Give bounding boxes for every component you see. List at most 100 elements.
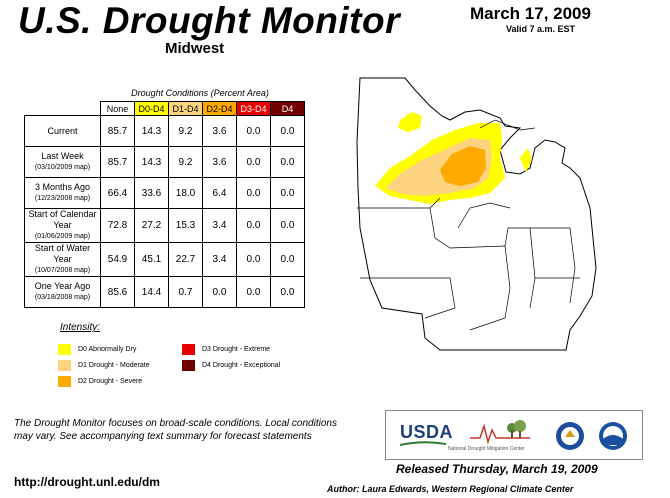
table-cell: 22.7 xyxy=(168,242,203,277)
table-cell: 45.1 xyxy=(134,242,169,277)
legend-label-d1: D1 Drought - Moderate xyxy=(78,362,150,369)
ndmc-logo-icon xyxy=(470,420,530,445)
drought-conditions-table: None D0-D4 D1-D4 D2-D4 D3-D4 D4 Current 8… xyxy=(24,101,305,308)
map-title: U.S. Drought Monitor xyxy=(18,0,400,41)
table-cell: 54.9 xyxy=(100,242,135,277)
legend-item-d4: D4 Drought - Exceptional xyxy=(182,360,280,371)
table-cell: 15.3 xyxy=(168,208,203,243)
row-label-date: (03/18/2008 map) xyxy=(34,294,91,301)
table-cell: 33.6 xyxy=(134,177,169,209)
legend-swatch-d1 xyxy=(58,360,71,371)
legend-item-d0: D0 Abnormally Dry xyxy=(58,344,136,355)
region-name: Midwest xyxy=(165,40,225,57)
row-label: Start of Water Year (10/07/2008 map) xyxy=(24,242,101,277)
table-cell: 9.2 xyxy=(168,146,203,178)
usda-swoosh-icon xyxy=(400,441,446,446)
legend-label-d0: D0 Abnormally Dry xyxy=(78,346,137,353)
drought-area-d0-top xyxy=(398,112,422,132)
table-cell: 0.0 xyxy=(270,242,305,277)
table-header-row: None D0-D4 D1-D4 D2-D4 D3-D4 D4 xyxy=(25,101,305,116)
table-cell: 3.4 xyxy=(202,208,237,243)
table-cell: 0.0 xyxy=(236,276,271,308)
row-label-date: (03/10/2009 map) xyxy=(34,164,91,171)
table-cell: 0.0 xyxy=(236,242,271,277)
drought-area-d2 xyxy=(440,146,486,186)
column-header-d3-d4: D3-D4 xyxy=(236,101,271,116)
row-label-main: Current xyxy=(47,125,78,136)
table-cell: 85.7 xyxy=(100,115,135,147)
row-label-date: (12/23/2008 map) xyxy=(34,195,91,202)
table-row: Current 85.7 14.3 9.2 3.6 0.0 0.0 xyxy=(24,115,305,147)
ndmc-logo-label: National Drought Mitigation Center xyxy=(448,446,525,452)
table-row: Last Week (03/10/2009 map) 85.7 14.3 9.2 3.6 0… xyxy=(24,146,305,178)
table-cell: 0.0 xyxy=(202,276,237,308)
row-label: Current xyxy=(24,115,101,147)
row-label-main: Last Week xyxy=(41,151,84,161)
website-link[interactable]: http://drought.unl.edu/dm xyxy=(14,475,160,489)
table-cell: 0.0 xyxy=(270,146,305,178)
usda-logo: USDA xyxy=(400,422,454,442)
legend-swatch-d3 xyxy=(182,344,195,355)
table-cell: 3.4 xyxy=(202,242,237,277)
table-cell: 9.2 xyxy=(168,115,203,147)
table-row: One Year Ago (03/18/2008 map) 85.6 14.4 0.7 0… xyxy=(24,276,305,308)
disclaimer-note: The Drought Monitor focuses on broad-sca… xyxy=(14,418,337,442)
table-cell: 0.0 xyxy=(236,115,271,147)
table-cell: 14.3 xyxy=(134,115,169,147)
table-row: Start of Water Year (10/07/2008 map) 54.9 4… xyxy=(24,242,305,277)
state-borders xyxy=(357,119,580,331)
noaa-logo-icon xyxy=(599,422,627,450)
row-label-date: (10/07/2008 map) xyxy=(34,267,91,274)
map-date: March 17, 2009 xyxy=(470,4,591,23)
doc-seal-icon xyxy=(556,422,584,450)
table-row: Start of Calendar Year (01/06/2009 map) 72… xyxy=(24,208,305,243)
table-cell: 0.0 xyxy=(236,208,271,243)
row-label: Last Week (03/10/2009 map) xyxy=(24,146,101,178)
drought-area-d0-mi xyxy=(520,148,532,172)
table-cell: 6.4 xyxy=(202,177,237,209)
row-label-main: Start of Calendar Year xyxy=(28,209,97,230)
table-cell: 0.0 xyxy=(236,146,271,178)
table-cell: 3.6 xyxy=(202,146,237,178)
legend-label-d3: D3 Drought - Extreme xyxy=(202,346,271,353)
table-cell: 85.6 xyxy=(100,276,135,308)
table-cell: 0.0 xyxy=(270,208,305,243)
table-cell: 85.7 xyxy=(100,146,135,178)
legend-swatch-d0 xyxy=(58,344,71,355)
table-cell: 27.2 xyxy=(134,208,169,243)
table-cell: 14.4 xyxy=(134,276,169,308)
table-cell: 0.0 xyxy=(236,177,271,209)
region-outline xyxy=(356,77,597,351)
column-header-none: None xyxy=(100,101,135,116)
table-cell: 66.4 xyxy=(100,177,135,209)
table-cell: 0.7 xyxy=(168,276,203,308)
column-header-d1-d4: D1-D4 xyxy=(168,101,203,116)
midwest-drought-map xyxy=(356,77,597,351)
table-corner xyxy=(25,102,101,116)
table-row: 3 Months Ago (12/23/2008 map) 66.4 33.6 18.0… xyxy=(24,177,305,209)
table-cell: 0.0 xyxy=(270,115,305,147)
row-label: One Year Ago (03/18/2008 map) xyxy=(24,276,101,308)
table-caption: Drought Conditions (Percent Area) xyxy=(131,88,269,98)
legend-swatch-d4 xyxy=(182,360,195,371)
row-label: Start of Calendar Year (01/06/2009 map) xyxy=(24,208,101,243)
legend-item-d2: D2 Drought - Severe xyxy=(58,376,142,387)
column-header-d4: D4 xyxy=(270,101,305,116)
legend-title: Intensity: xyxy=(60,322,101,333)
column-header-d0-d4: D0-D4 xyxy=(134,101,169,116)
table-cell: 14.3 xyxy=(134,146,169,178)
row-label-main: One Year Ago xyxy=(34,281,91,291)
table-cell: 72.8 xyxy=(100,208,135,243)
column-header-d2-d4: D2-D4 xyxy=(202,101,237,116)
row-label-date: (01/06/2009 map) xyxy=(34,233,91,240)
legend-label-d4: D4 Drought - Exceptional xyxy=(202,362,281,369)
legend-item-d3: D3 Drought - Extreme xyxy=(182,344,270,355)
table-cell: 3.6 xyxy=(202,115,237,147)
legend-item-d1: D1 Drought - Moderate xyxy=(58,360,150,371)
legend-swatch-d2 xyxy=(58,376,71,387)
row-label-main: Start of Water Year xyxy=(34,243,91,264)
table-cell: 0.0 xyxy=(270,276,305,308)
release-date: Released Thursday, March 19, 2009 xyxy=(396,462,598,476)
map-author: Author: Laura Edwards, Western Regional … xyxy=(327,484,574,494)
row-label: 3 Months Ago (12/23/2008 map) xyxy=(24,177,101,209)
